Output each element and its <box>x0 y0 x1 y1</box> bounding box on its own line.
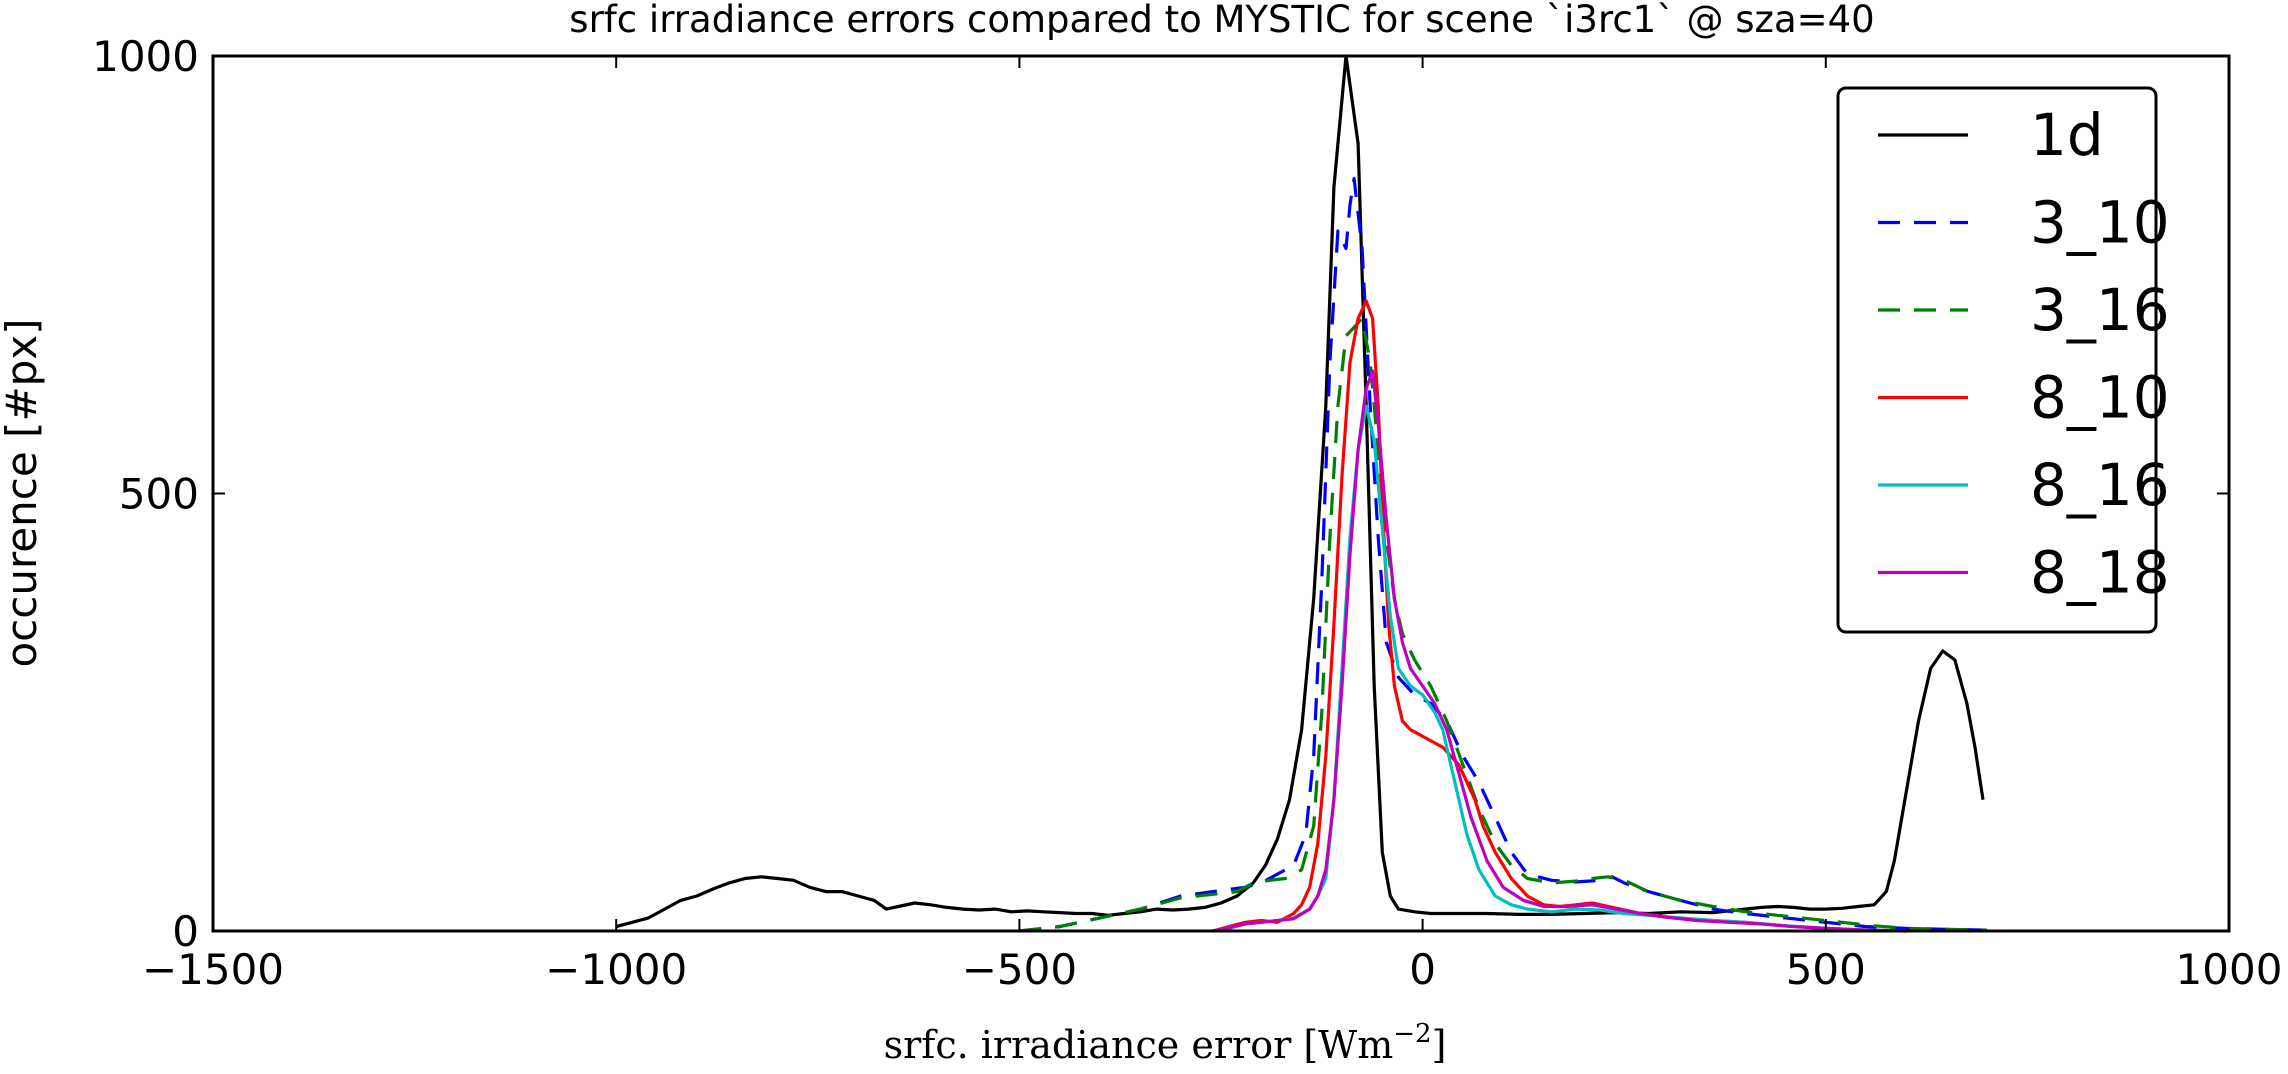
y-tick-label: 0 <box>172 907 199 956</box>
x-tick-label: 500 <box>1786 945 1866 994</box>
x-tick-label: −1500 <box>142 945 284 994</box>
series-line-8-18 <box>1212 369 1907 933</box>
x-axis-label-main: srfc. irradiance error [Wm <box>884 1023 1394 1067</box>
plot-frame <box>211 54 2231 933</box>
tick-layer: −1500 −1000 −500 0 500 1000 0 500 1000 <box>92 32 2282 994</box>
legend-label-8-10: 8_10 <box>2030 364 2170 432</box>
x-tick-label: −500 <box>962 945 1077 994</box>
x-tick-label: 1000 <box>2176 945 2283 994</box>
legend-label-3-16: 3_16 <box>2030 276 2170 344</box>
series-layer <box>615 54 1988 933</box>
chart-title: srfc irradiance errors compared to MYSTI… <box>569 0 1874 41</box>
legend-label-1d: 1d <box>2030 101 2104 169</box>
x-axis-label: srfc. irradiance error [Wm−2] <box>884 1019 1447 1067</box>
x-axis-label-exponent: −2 <box>1393 1019 1431 1049</box>
series-line-1d <box>615 54 1985 929</box>
x-axis-label-close: ] <box>1432 1023 1447 1067</box>
y-tick-label: 1000 <box>92 32 199 81</box>
legend-label-8-18: 8_18 <box>2030 539 2170 607</box>
series-line-8-10 <box>1212 299 1907 933</box>
x-tick-label: 0 <box>1409 945 1436 994</box>
legend-label-8-16: 8_16 <box>2030 451 2170 519</box>
y-axis-label: occurence [#px] <box>0 318 46 667</box>
y-tick-label: 500 <box>119 470 199 519</box>
series-line-3-16 <box>1019 316 1988 933</box>
x-tick-label: −1000 <box>545 945 687 994</box>
legend-label-3-10: 3_10 <box>2030 189 2170 257</box>
legend: 1d 3_10 3_16 8_10 8_16 8_18 <box>1836 86 2170 634</box>
